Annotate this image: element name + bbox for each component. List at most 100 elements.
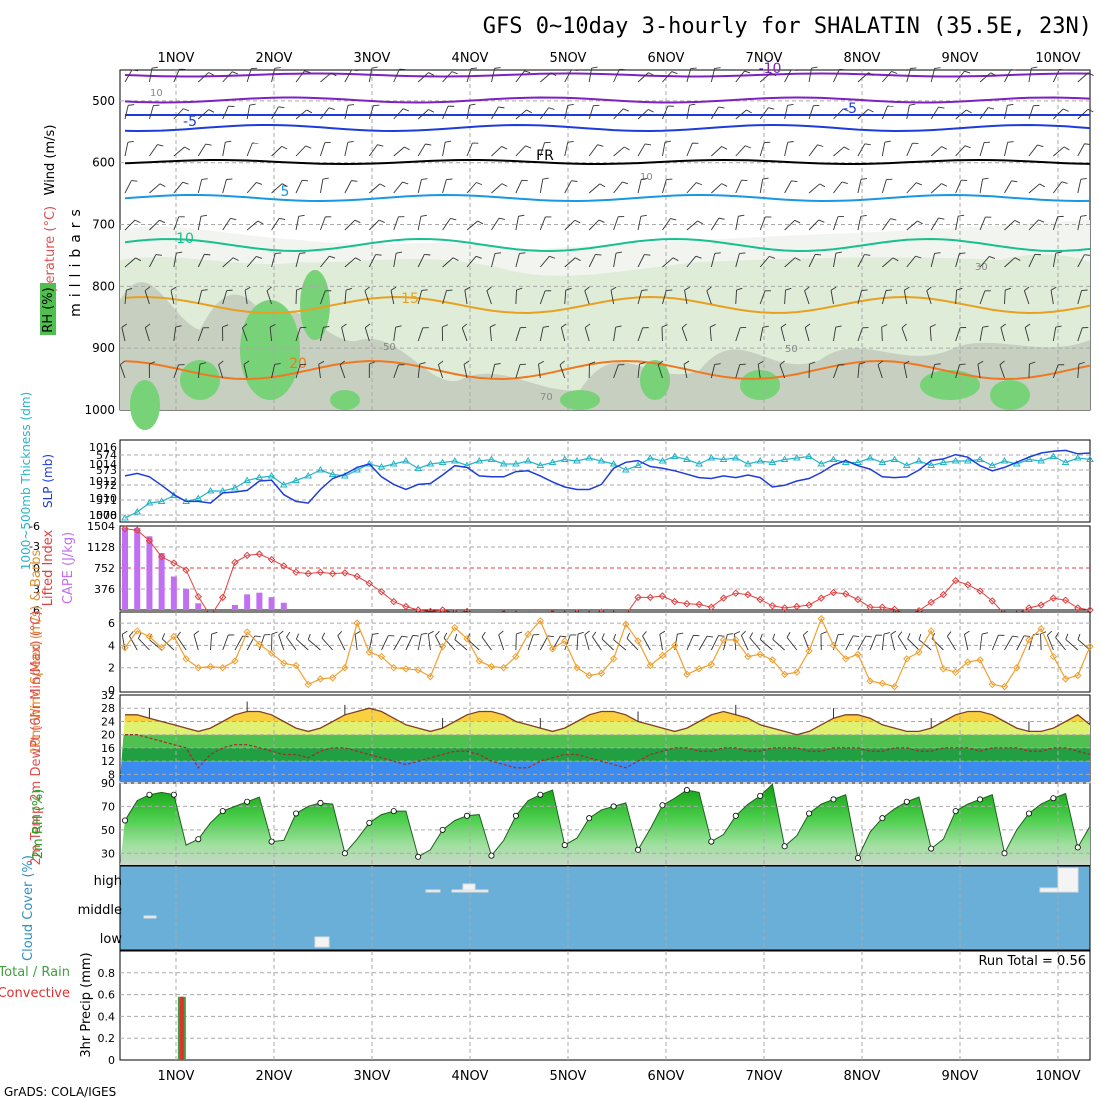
wind-barb [759,107,769,120]
wind-barb [1080,214,1087,217]
thickness-marker [1073,454,1082,461]
wind-barb [930,146,942,157]
wind-barb [539,179,544,194]
cape-bar [195,603,202,610]
thickness-marker [1000,457,1009,464]
rh-marker [903,798,910,805]
wind-barb [709,324,716,328]
wind-barb [613,108,624,120]
wind-barb [938,217,945,220]
wind-barb [377,144,384,147]
wind-barb [226,178,233,180]
wind-barb [906,255,916,268]
wind-barb [640,214,647,217]
wind-barb [1052,69,1060,83]
wind-barb [244,290,248,305]
wind-speed-marker [658,651,667,660]
wind-barb [1040,633,1042,651]
wind-speed-marker [1025,636,1033,644]
thickness-tick-label: 572 [96,479,117,492]
wind-barb [318,364,321,379]
wind-barb [584,286,590,292]
wind-barb [344,69,353,83]
wind-barb [785,287,792,291]
wind-barb [599,183,606,188]
top-date-label: 10NOV [1035,51,1080,66]
wind-barb [351,180,358,182]
wind-barb [271,631,278,635]
lifted-index-marker [695,600,703,609]
cape-tick-label: 1504 [87,520,115,533]
wind-barb [959,252,966,254]
wind-barb [379,183,386,188]
pressure-tick-label: 800 [92,279,115,293]
wind-speed-marker [499,664,508,672]
wind-barb [1007,103,1014,106]
wind-barb [197,364,201,379]
wind-barb [170,286,177,291]
wind-barb [344,105,349,120]
lifted-index-marker [841,590,850,598]
wind-barb [463,360,470,365]
wind-barb [547,635,554,638]
wind-speed-marker [280,659,288,667]
wind-barb [519,252,526,254]
cape-bar [146,536,153,610]
wind-barb [808,254,816,268]
wind-barb [666,289,673,291]
thickness-marker [402,457,410,464]
lifted-tick-label: 6 [33,604,40,617]
wind-barb [296,633,300,640]
wind-barb [451,71,458,75]
wind-barb [637,327,644,342]
wind-barb [964,630,970,635]
wind-barb [910,67,917,69]
upper-air-wind-label: Wind (m/s) [43,125,58,196]
thickness-marker [316,466,325,473]
wind-barb [1028,183,1040,194]
lifted-index-marker [316,568,325,576]
wind-barb [295,145,307,157]
rh-marker [244,798,251,805]
wind-barb [662,179,667,194]
slp-tick-label: 1014 [89,458,117,471]
thickness-marker [915,457,923,464]
wind-barb [864,143,871,146]
wind-barb [881,105,888,120]
wind-barb [305,145,312,149]
precip-tick-label: 0.6 [98,989,116,1002]
slp-tick-label: 1008 [89,509,117,522]
wind-barb [200,214,207,217]
lifted-tick-label: 3 [33,583,40,596]
wind-barb [372,632,379,635]
wind-barb [1087,108,1094,113]
wind-barb [442,257,454,268]
wind-barb [364,323,371,328]
wind-barb [542,177,549,180]
wind-barb [232,257,239,261]
wind-barb [598,219,605,223]
thickness-marker [658,457,667,464]
wind-barb [759,142,765,157]
wind-barb [295,70,305,83]
wind-barb [759,179,764,194]
cape-bar [183,588,190,610]
wind-barb [242,323,248,329]
thickness-marker [243,476,252,483]
wind-barb [1011,180,1018,183]
wind-speed-marker [866,677,874,685]
wind-barb [869,634,877,651]
slp-line [124,449,1091,504]
wind-barb [1024,327,1030,342]
wind-barb [1046,634,1054,651]
wind-barb [683,360,690,365]
temp-band [120,721,1090,735]
wind-barb [564,257,576,268]
wind-barb [626,638,639,651]
lifted-index-marker [121,525,129,533]
wind-speed-marker [1037,625,1045,633]
wind-barb [464,290,468,305]
thickness-label: 1000~500mb Thickness (dm) [19,392,33,570]
wind-barb [149,144,158,157]
wind-barb [364,290,370,305]
